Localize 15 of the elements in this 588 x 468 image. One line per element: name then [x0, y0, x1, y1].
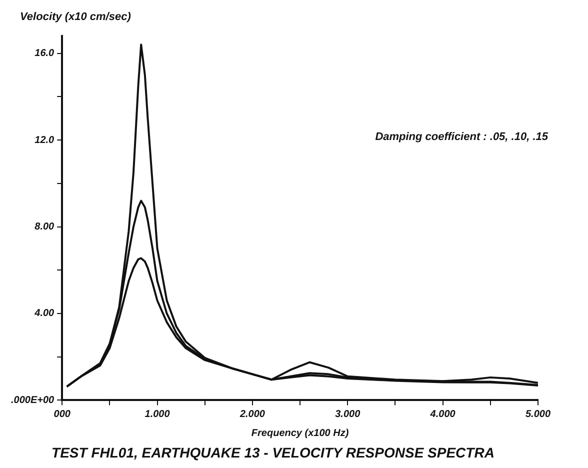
y-tick-label: 8.00	[34, 222, 55, 233]
y-tick-label: 4.00	[34, 308, 55, 320]
y-tick-label: .000E+00	[10, 394, 55, 406]
x-axis-title: Frequency (x100 Hz)	[251, 428, 350, 439]
x-tick-label: 4.000	[429, 408, 456, 420]
text: TEST FHL01, EARTHQUAKE 13 - VELOCITY RESPONSE SPECTRA	[52, 444, 494, 460]
x-tick-label: 3.000	[335, 408, 361, 420]
x-tick-label: 5.000	[525, 408, 551, 420]
x-tick-label: 1.000	[144, 408, 170, 420]
annotation: Damping coefficient : .05, .10, .15	[375, 131, 549, 143]
y-tick-label: 16.0	[34, 48, 55, 60]
x-tick-label: 2.000	[238, 408, 266, 420]
y-axis-title: Velocity (x10 cm/sec)	[20, 11, 132, 23]
x-tick-label: 000	[54, 408, 71, 420]
y-tick-label: 12.0	[34, 134, 55, 146]
